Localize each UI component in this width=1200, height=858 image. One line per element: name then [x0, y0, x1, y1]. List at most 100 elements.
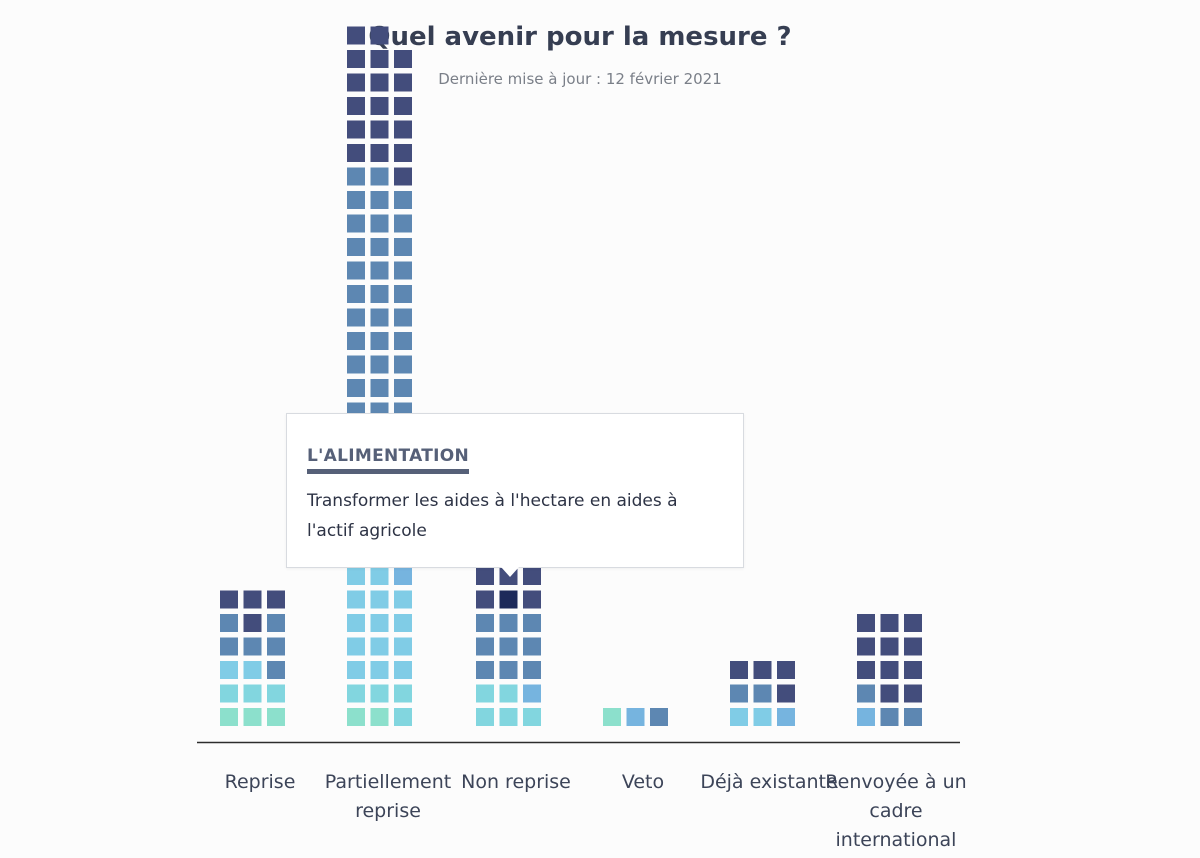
waffle-cell[interactable] [370, 73, 389, 92]
waffle-cell[interactable] [857, 684, 875, 703]
waffle-cell[interactable] [394, 285, 412, 303]
waffle-cell[interactable] [370, 238, 389, 256]
waffle-cell[interactable] [370, 567, 389, 585]
waffle-cell[interactable] [347, 167, 365, 186]
waffle-cell[interactable] [370, 26, 389, 45]
waffle-cell[interactable] [347, 50, 365, 68]
waffle-cell[interactable] [476, 708, 494, 726]
waffle-cell[interactable] [220, 708, 238, 726]
waffle-cell[interactable] [650, 708, 668, 726]
waffle-cell[interactable] [394, 50, 412, 68]
waffle-cell[interactable] [347, 590, 365, 609]
waffle-cell[interactable] [904, 708, 922, 726]
waffle-cell[interactable] [370, 167, 389, 186]
waffle-cell[interactable] [370, 708, 389, 726]
waffle-cell[interactable] [347, 214, 365, 233]
waffle-cell[interactable] [476, 614, 494, 632]
waffle-cell[interactable] [370, 191, 389, 209]
waffle-cell[interactable] [499, 637, 518, 656]
waffle-cell[interactable] [476, 590, 494, 609]
waffle-cell[interactable] [730, 684, 748, 703]
waffle-cell[interactable] [523, 590, 541, 609]
waffle-cell[interactable] [499, 684, 518, 703]
waffle-cell[interactable] [370, 379, 389, 397]
waffle-cell[interactable] [370, 661, 389, 679]
waffle-cell[interactable] [394, 167, 412, 186]
waffle-cell[interactable] [523, 684, 541, 703]
waffle-cell[interactable] [347, 614, 365, 632]
waffle-cell[interactable] [857, 614, 875, 632]
waffle-cell[interactable] [243, 684, 262, 703]
waffle-cell[interactable] [243, 708, 262, 726]
waffle-cell[interactable] [730, 661, 748, 679]
waffle-cell[interactable] [904, 637, 922, 656]
waffle-cell[interactable] [347, 379, 365, 397]
waffle-cell[interactable] [394, 261, 412, 280]
waffle-cell[interactable] [243, 637, 262, 656]
waffle-cell[interactable] [603, 708, 621, 726]
waffle-cell[interactable] [370, 308, 389, 327]
waffle-cell[interactable] [476, 684, 494, 703]
waffle-cell[interactable] [394, 191, 412, 209]
waffle-cell[interactable] [904, 661, 922, 679]
waffle-cell[interactable] [777, 661, 795, 679]
waffle-cell[interactable] [904, 614, 922, 632]
waffle-cell[interactable] [267, 637, 285, 656]
waffle-cell[interactable] [476, 637, 494, 656]
waffle-cell[interactable] [347, 238, 365, 256]
waffle-cell[interactable] [626, 708, 645, 726]
waffle-cell[interactable] [267, 590, 285, 609]
waffle-cell[interactable] [370, 285, 389, 303]
waffle-cell[interactable] [394, 214, 412, 233]
waffle-cell[interactable] [347, 26, 365, 45]
waffle-cell[interactable] [753, 684, 772, 703]
waffle-cell[interactable] [370, 50, 389, 68]
waffle-cell[interactable] [347, 355, 365, 374]
waffle-cell[interactable] [370, 261, 389, 280]
waffle-cell[interactable] [267, 684, 285, 703]
waffle-cell[interactable] [347, 285, 365, 303]
waffle-cell[interactable] [394, 637, 412, 656]
waffle-cell[interactable] [220, 637, 238, 656]
waffle-cell[interactable] [347, 261, 365, 280]
waffle-cell[interactable] [880, 684, 899, 703]
waffle-cell[interactable] [267, 708, 285, 726]
waffle-cell[interactable] [370, 355, 389, 374]
waffle-cell[interactable] [347, 332, 365, 350]
waffle-cell[interactable] [394, 73, 412, 92]
waffle-cell[interactable] [347, 637, 365, 656]
waffle-cell[interactable] [243, 590, 262, 609]
waffle-cell[interactable] [499, 708, 518, 726]
waffle-cell[interactable] [857, 637, 875, 656]
waffle-cell[interactable] [267, 614, 285, 632]
waffle-cell[interactable] [499, 590, 518, 609]
waffle-cell[interactable] [370, 590, 389, 609]
waffle-cell[interactable] [394, 144, 412, 162]
waffle-cell[interactable] [220, 684, 238, 703]
waffle-cell[interactable] [370, 614, 389, 632]
waffle-cell[interactable] [394, 120, 412, 139]
waffle-cell[interactable] [523, 661, 541, 679]
waffle-cell[interactable] [347, 308, 365, 327]
waffle-cell[interactable] [777, 708, 795, 726]
waffle-cell[interactable] [394, 379, 412, 397]
waffle-cell[interactable] [880, 708, 899, 726]
waffle-cell[interactable] [394, 97, 412, 115]
waffle-cell[interactable] [523, 614, 541, 632]
waffle-cell[interactable] [267, 661, 285, 679]
waffle-cell[interactable] [777, 684, 795, 703]
waffle-cell[interactable] [499, 661, 518, 679]
waffle-cell[interactable] [243, 614, 262, 632]
waffle-cell[interactable] [370, 684, 389, 703]
waffle-cell[interactable] [499, 614, 518, 632]
waffle-cell[interactable] [347, 661, 365, 679]
waffle-cell[interactable] [220, 614, 238, 632]
waffle-cell[interactable] [394, 590, 412, 609]
waffle-cell[interactable] [753, 661, 772, 679]
waffle-cell[interactable] [753, 708, 772, 726]
waffle-cell[interactable] [394, 661, 412, 679]
waffle-cell[interactable] [523, 567, 541, 585]
waffle-cell[interactable] [370, 120, 389, 139]
waffle-cell[interactable] [730, 708, 748, 726]
waffle-cell[interactable] [523, 708, 541, 726]
